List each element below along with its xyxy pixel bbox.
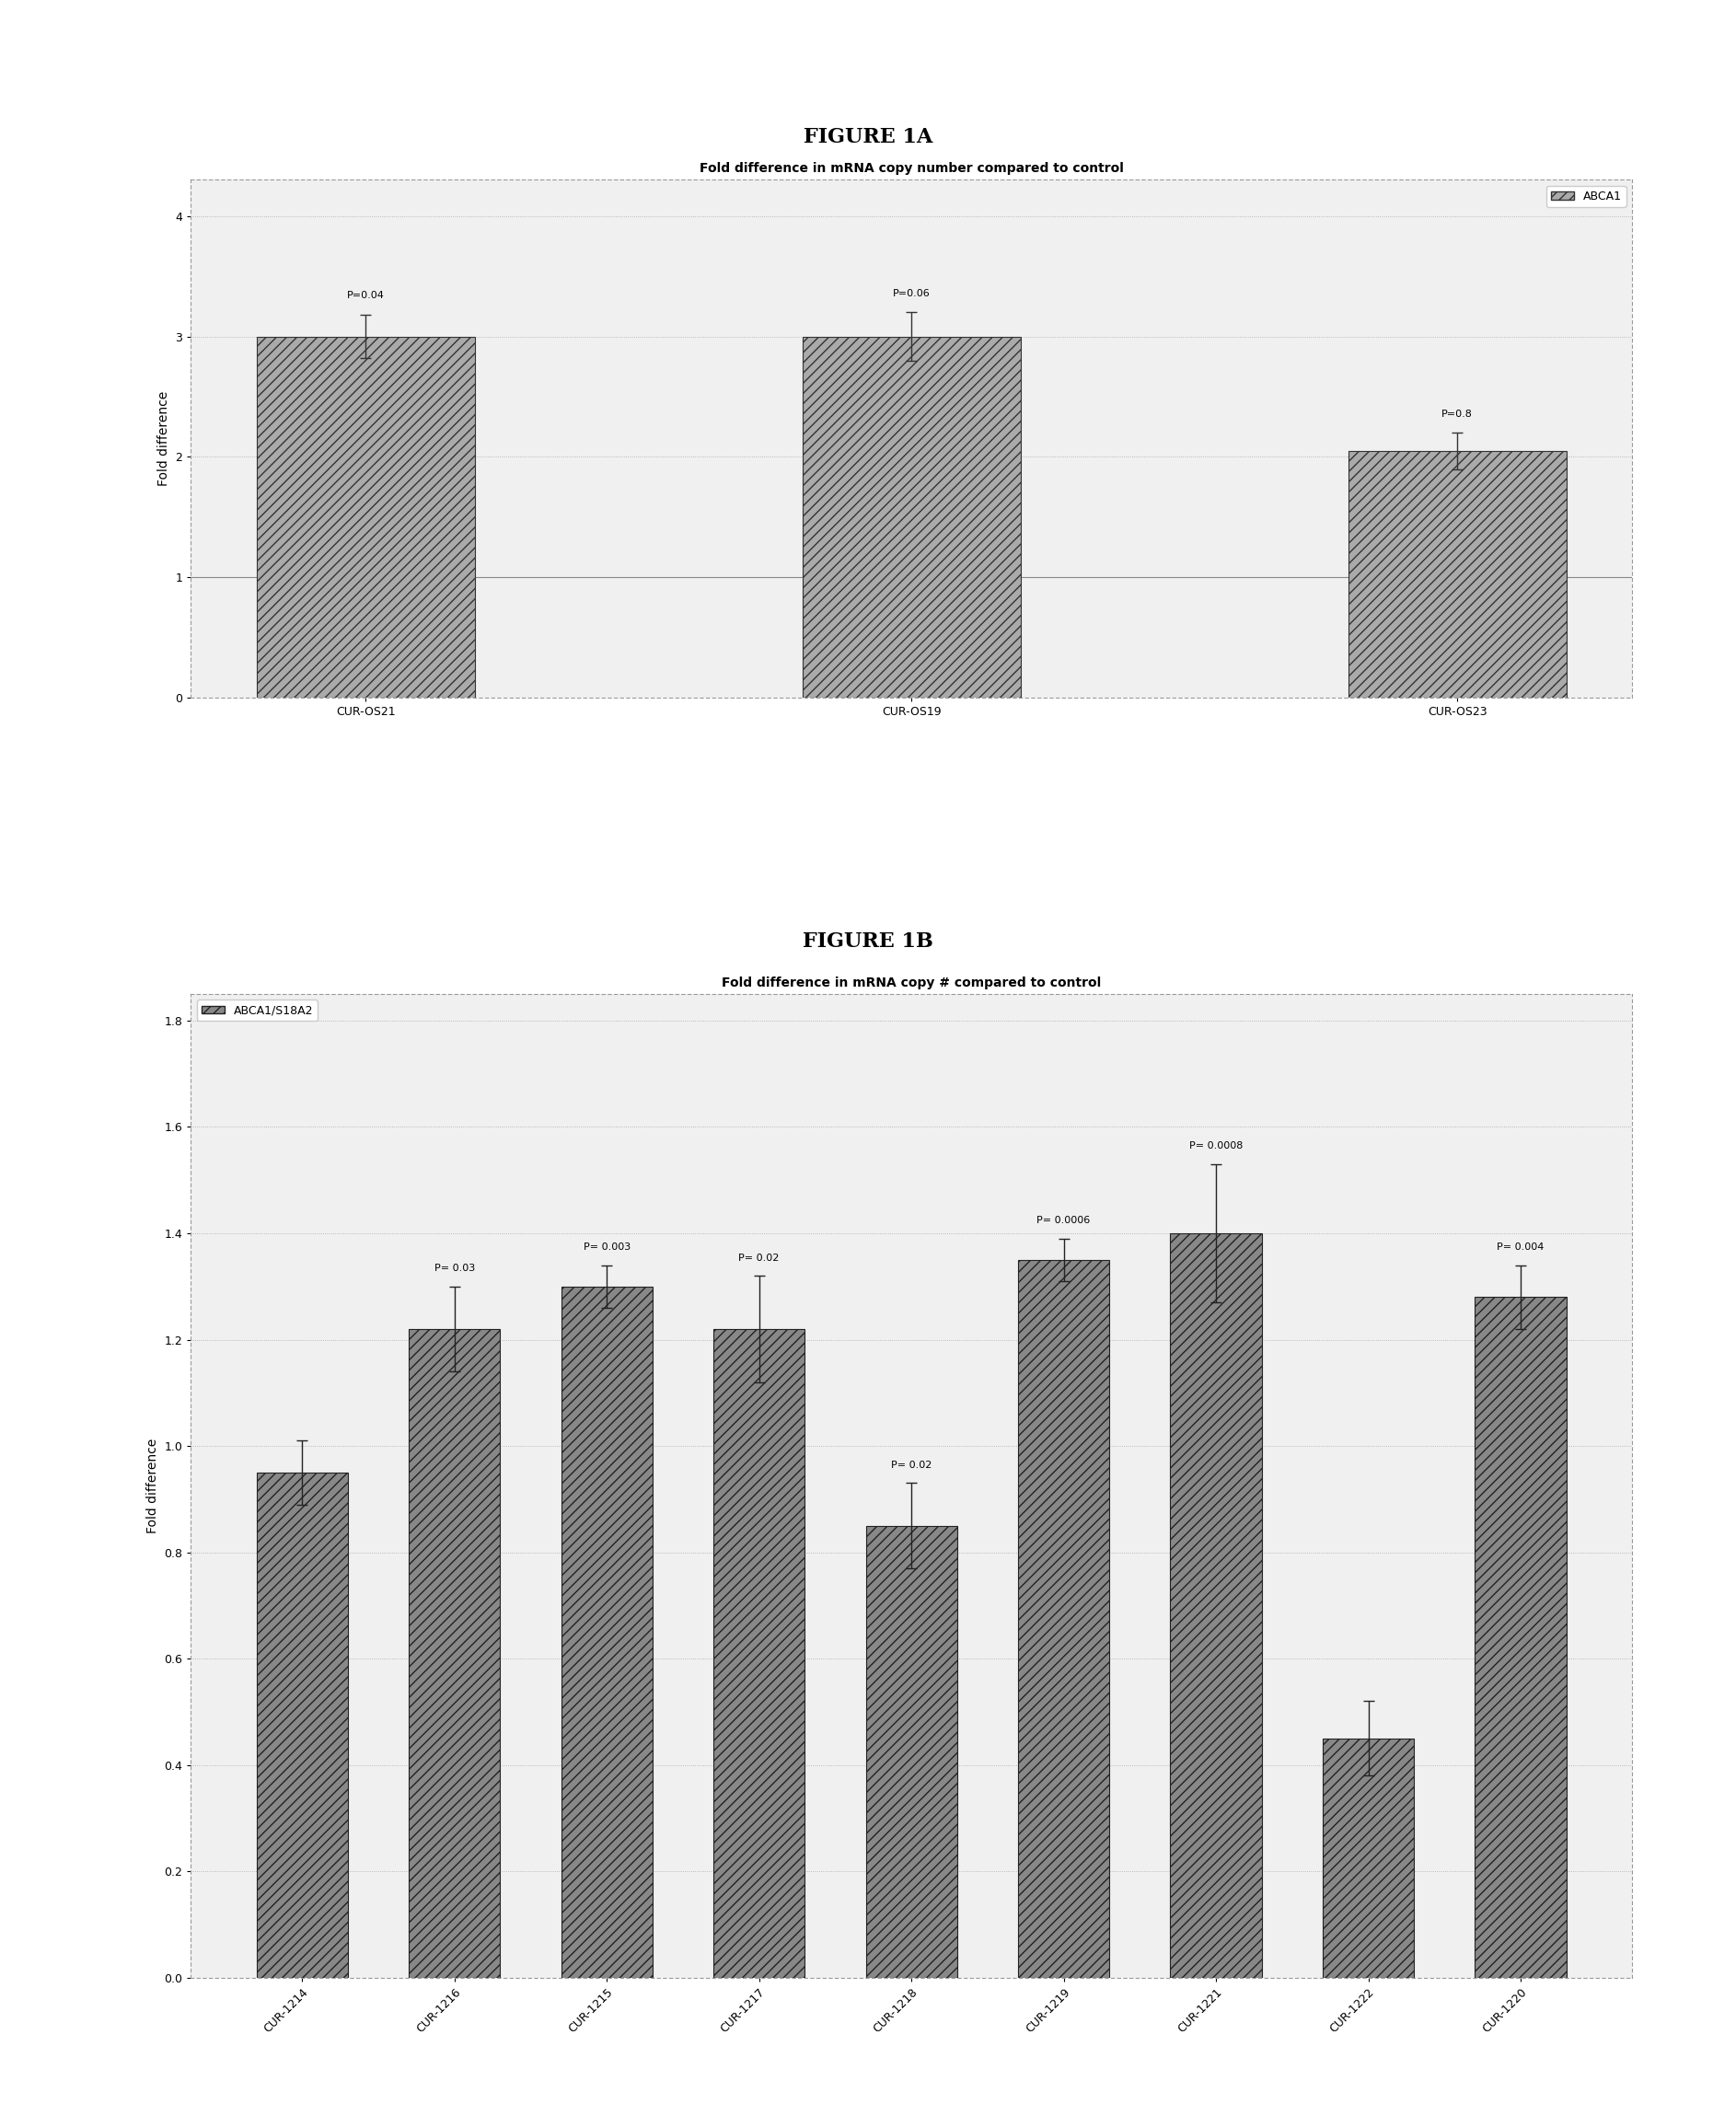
Bar — [1017, 1261, 1109, 1978]
Text: FIGURE 1A: FIGURE 1A — [804, 127, 932, 148]
Bar — [1170, 1233, 1262, 1978]
Text: P= 0.02: P= 0.02 — [891, 1461, 932, 1470]
Text: FIGURE 1B: FIGURE 1B — [802, 931, 934, 952]
Bar — [866, 1525, 957, 1978]
Y-axis label: Fold difference: Fold difference — [158, 391, 170, 486]
Text: P= 0.0006: P= 0.0006 — [1036, 1216, 1090, 1225]
Text: P= 0.0008: P= 0.0008 — [1189, 1142, 1243, 1151]
Text: P= 0.004: P= 0.004 — [1496, 1244, 1545, 1252]
Bar — [561, 1286, 653, 1978]
Text: P= 0.003: P= 0.003 — [583, 1244, 630, 1252]
Text: P= 0.03: P= 0.03 — [434, 1265, 476, 1273]
Text: P=0.8: P=0.8 — [1441, 408, 1472, 419]
Bar — [802, 336, 1021, 698]
Title: Fold difference in mRNA copy # compared to control: Fold difference in mRNA copy # compared … — [722, 977, 1101, 990]
Legend: ABCA1: ABCA1 — [1547, 186, 1627, 207]
Text: P= 0.02: P= 0.02 — [738, 1254, 779, 1263]
Bar — [408, 1328, 500, 1978]
Title: Fold difference in mRNA copy number compared to control: Fold difference in mRNA copy number comp… — [700, 163, 1123, 176]
Legend: ABCA1/S18A2: ABCA1/S18A2 — [196, 1000, 318, 1022]
Bar — [1349, 450, 1566, 698]
Y-axis label: Fold difference: Fold difference — [146, 1438, 160, 1533]
Bar — [1323, 1739, 1415, 1978]
Text: P=0.06: P=0.06 — [892, 288, 930, 298]
Bar — [257, 1472, 347, 1978]
Bar — [1476, 1296, 1566, 1978]
Bar — [257, 336, 474, 698]
Bar — [713, 1328, 806, 1978]
Text: P=0.04: P=0.04 — [347, 292, 384, 300]
